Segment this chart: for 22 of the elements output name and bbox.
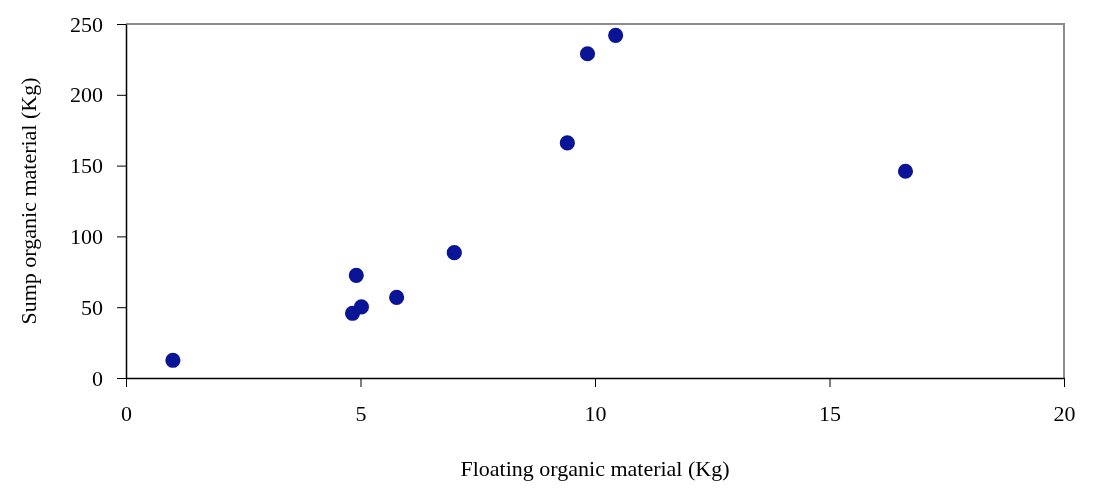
x-tick-label: 5	[355, 400, 367, 426]
x-tick-label: 10	[584, 400, 607, 426]
point	[165, 352, 181, 368]
point	[353, 299, 370, 315]
y-tick-label: 0	[92, 365, 103, 391]
y-tick-label: 250	[70, 11, 103, 37]
y-tick-label: 50	[81, 294, 103, 320]
point	[608, 27, 624, 43]
point	[389, 289, 405, 305]
x-tick-label: 15	[819, 400, 841, 426]
point	[897, 163, 914, 179]
point	[559, 135, 575, 151]
point	[348, 267, 364, 283]
x-axis-title: Floating organic material (Kg)	[460, 456, 730, 481]
x-tick-label: 20	[1053, 400, 1076, 426]
point	[446, 245, 462, 261]
x-tick-label: 0	[121, 400, 132, 426]
y-tick-label: 200	[70, 82, 103, 108]
y-tick-label: 150	[70, 153, 103, 179]
y-tick-label: 100	[70, 223, 103, 249]
point	[579, 46, 596, 62]
y-axis-title: Sump organic material (Kg)	[16, 77, 41, 325]
